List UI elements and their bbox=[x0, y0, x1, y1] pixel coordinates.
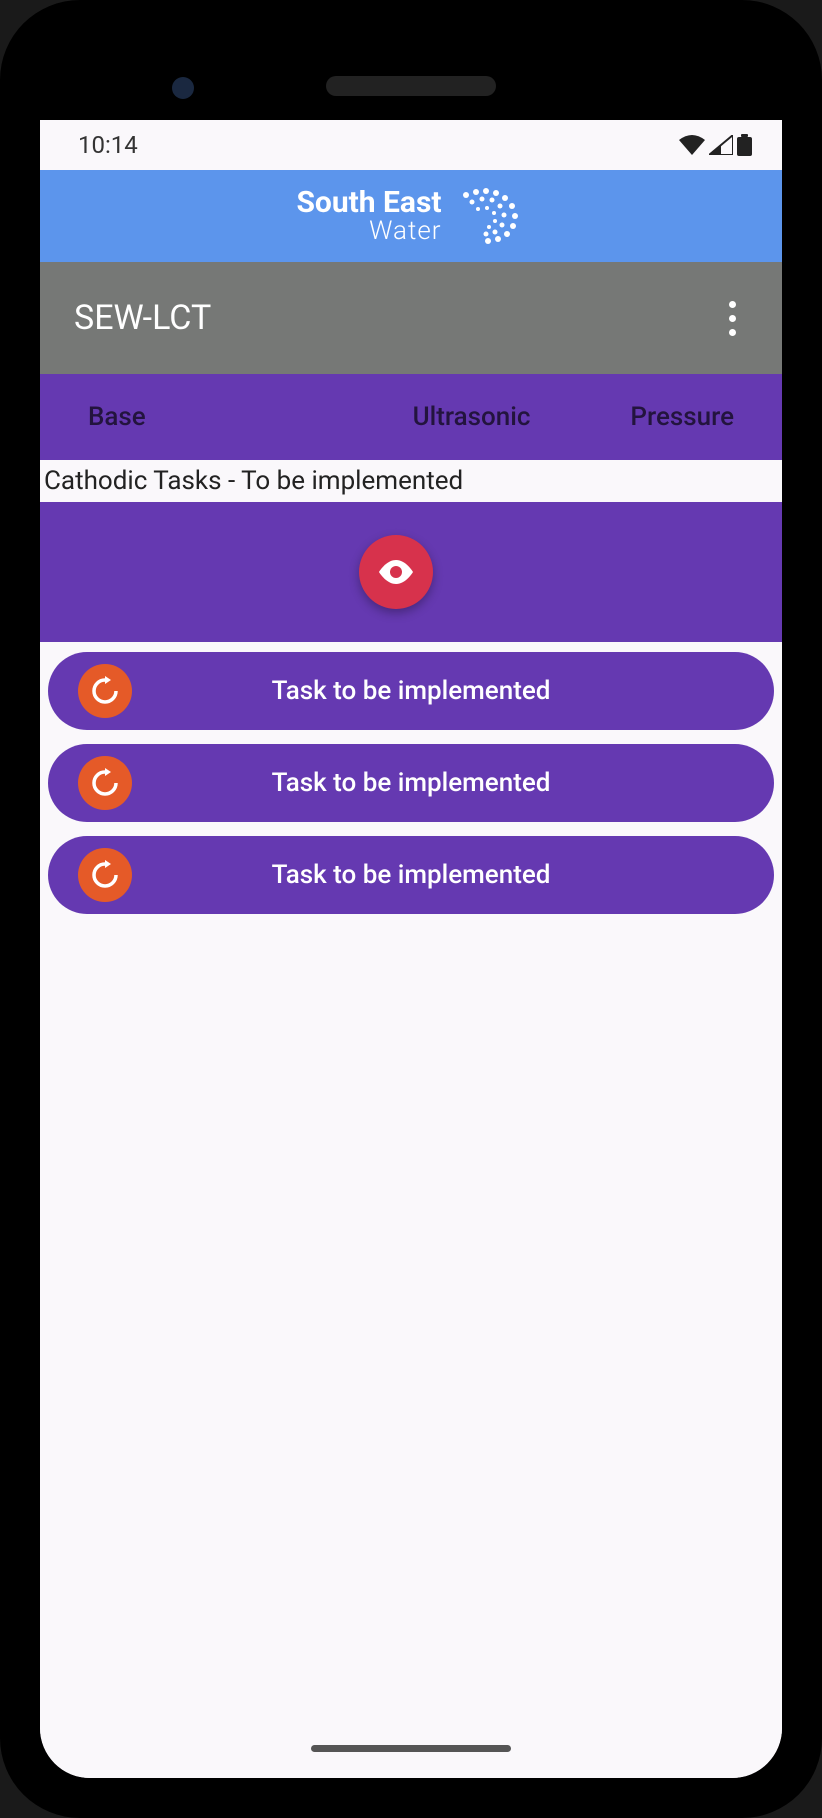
task-label: Task to be implemented bbox=[48, 860, 774, 890]
app-title: SEW-LCT bbox=[74, 298, 211, 338]
brand-text: South East Water bbox=[296, 188, 441, 244]
brand-logo-icon bbox=[456, 187, 526, 245]
wifi-icon bbox=[679, 135, 705, 155]
status-time: 10:14 bbox=[78, 131, 138, 159]
tab-base[interactable]: Base bbox=[88, 402, 146, 432]
status-bar: 10:14 bbox=[40, 120, 782, 170]
status-icons bbox=[679, 134, 752, 156]
tab-pressure[interactable]: Pressure bbox=[630, 402, 734, 432]
screen: 10:14 South East Water bbox=[40, 120, 782, 1778]
brand-header: South East Water bbox=[40, 170, 782, 262]
phone-inner: 10:14 South East Water bbox=[22, 22, 800, 1796]
more-options-button[interactable] bbox=[717, 289, 748, 348]
more-icon bbox=[729, 301, 736, 308]
content-area bbox=[40, 924, 782, 1778]
view-fab-button[interactable] bbox=[359, 535, 433, 609]
section-header: Cathodic Tasks - To be implemented bbox=[40, 460, 782, 502]
task-list: Task to be implemented Task to be implem… bbox=[40, 642, 782, 924]
camera-dot bbox=[172, 77, 194, 99]
task-row[interactable]: Task to be implemented bbox=[48, 652, 774, 730]
brand-line2: Water bbox=[296, 218, 441, 244]
refresh-icon bbox=[78, 848, 132, 902]
task-row[interactable]: Task to be implemented bbox=[48, 744, 774, 822]
task-label: Task to be implemented bbox=[48, 768, 774, 798]
refresh-icon bbox=[78, 756, 132, 810]
tab-bar: Base Ultrasonic Pressure bbox=[40, 374, 782, 460]
battery-icon bbox=[737, 134, 752, 156]
eye-icon bbox=[378, 560, 414, 584]
nav-handle[interactable] bbox=[311, 1745, 511, 1752]
task-label: Task to be implemented bbox=[48, 676, 774, 706]
fab-zone bbox=[40, 502, 782, 642]
phone-frame: 10:14 South East Water bbox=[0, 0, 822, 1818]
task-row[interactable]: Task to be implemented bbox=[48, 836, 774, 914]
speaker-grille bbox=[326, 76, 496, 96]
signal-icon bbox=[709, 135, 733, 155]
brand-line1: South East bbox=[296, 188, 441, 218]
app-bar: SEW-LCT bbox=[40, 262, 782, 374]
tab-ultrasonic[interactable]: Ultrasonic bbox=[413, 402, 531, 432]
refresh-icon bbox=[78, 664, 132, 718]
